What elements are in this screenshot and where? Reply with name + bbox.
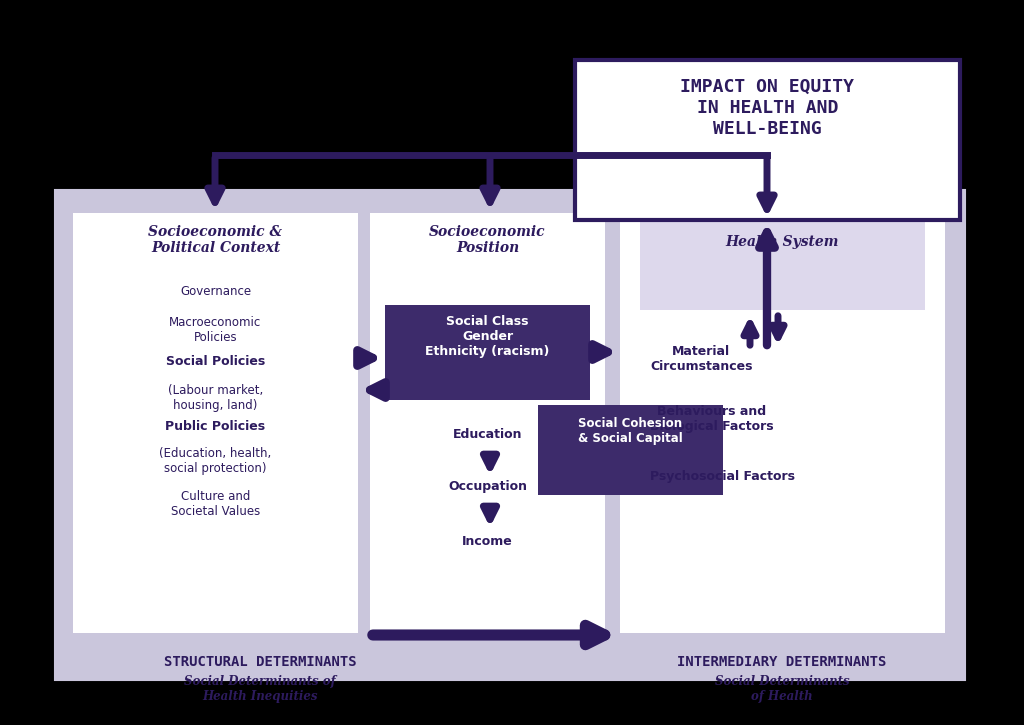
Text: Health System: Health System	[726, 235, 840, 249]
Text: Macroeconomic
Policies: Macroeconomic Policies	[169, 316, 261, 344]
Text: Public Policies: Public Policies	[166, 420, 265, 433]
Text: (Education, health,
social protection): (Education, health, social protection)	[160, 447, 271, 475]
Text: Governance: Governance	[180, 285, 251, 298]
Text: Social Class
Gender
Ethnicity (racism): Social Class Gender Ethnicity (racism)	[425, 315, 550, 358]
Bar	[620, 213, 945, 633]
Text: Occupation: Occupation	[449, 480, 527, 493]
Text: Social Determinants of
Health Inequities: Social Determinants of Health Inequities	[184, 675, 336, 703]
Text: IMPACT ON EQUITY
IN HEALTH AND
WELL-BEING: IMPACT ON EQUITY IN HEALTH AND WELL-BEIN…	[681, 78, 854, 138]
Bar	[370, 213, 605, 633]
Text: Material
Circumstances: Material Circumstances	[650, 345, 753, 373]
Text: Socioeconomic &
Political Context: Socioeconomic & Political Context	[148, 225, 283, 255]
Bar	[575, 60, 961, 220]
Text: STRUCTURAL DETERMINANTS: STRUCTURAL DETERMINANTS	[164, 655, 356, 669]
Text: Social Policies: Social Policies	[166, 355, 265, 368]
Text: Culture and
Societal Values: Culture and Societal Values	[171, 490, 260, 518]
Text: Social Determinants
of Health: Social Determinants of Health	[715, 675, 849, 703]
Text: Social Cohesion
& Social Capital: Social Cohesion & Social Capital	[579, 417, 683, 445]
Bar	[385, 305, 590, 400]
Text: INTERMEDIARY DETERMINANTS: INTERMEDIARY DETERMINANTS	[677, 655, 887, 669]
Bar	[640, 220, 925, 310]
Text: Behaviours and
Biological Factors: Behaviours and Biological Factors	[650, 405, 773, 433]
Text: Income: Income	[462, 535, 513, 548]
Text: Socioeconomic
Position: Socioeconomic Position	[429, 225, 546, 255]
Text: Psychosocial Factors: Psychosocial Factors	[650, 470, 795, 483]
Text: Education: Education	[453, 428, 522, 441]
Text: (Labour market,
housing, land): (Labour market, housing, land)	[168, 384, 263, 412]
Bar	[73, 213, 358, 633]
Bar	[55, 190, 965, 680]
Bar	[538, 405, 723, 495]
